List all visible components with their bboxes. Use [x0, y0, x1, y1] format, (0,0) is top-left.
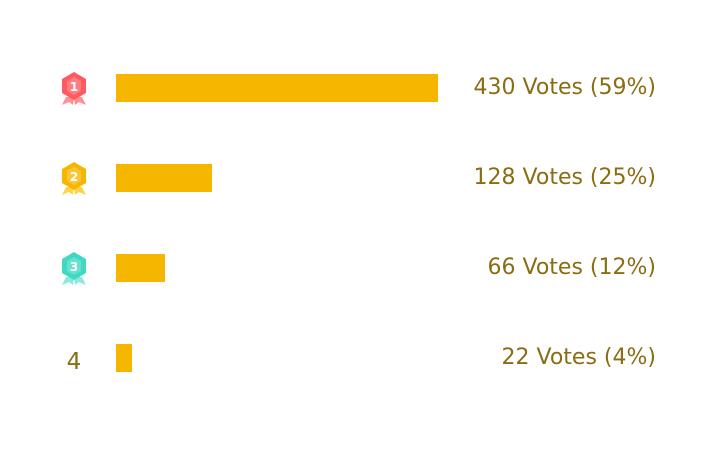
poll-row: 3 66 Votes (12%): [0, 248, 712, 288]
vote-bar: [116, 344, 132, 372]
poll-row: 4 22 Votes (4%): [0, 338, 712, 378]
rank-number: 2: [70, 170, 78, 184]
rank-number: 1: [70, 80, 78, 94]
poll-row: 1 430 Votes (59%): [0, 68, 712, 108]
rank-badge: 2: [56, 160, 92, 196]
medal-icon: 2: [62, 162, 86, 195]
bar-track: [116, 164, 438, 192]
vote-bar: [116, 74, 438, 102]
medal-icon: 1: [62, 72, 86, 105]
rank-badge: 1: [56, 70, 92, 106]
poll-row: 2 128 Votes (25%): [0, 158, 712, 198]
vote-count-label: 66 Votes (12%): [487, 255, 656, 280]
rank-badge: 3: [56, 250, 92, 286]
bar-track: [116, 74, 438, 102]
vote-count-label: 430 Votes (59%): [473, 75, 656, 100]
bar-track: [116, 344, 438, 372]
vote-count-label: 128 Votes (25%): [473, 165, 656, 190]
bar-track: [116, 254, 438, 282]
vote-bar: [116, 254, 165, 282]
rank-number: 4: [66, 349, 82, 375]
rank-number: 3: [70, 260, 78, 274]
medal-icon: 3: [62, 252, 86, 285]
vote-bar: [116, 164, 212, 192]
vote-count-label: 22 Votes (4%): [501, 345, 656, 370]
